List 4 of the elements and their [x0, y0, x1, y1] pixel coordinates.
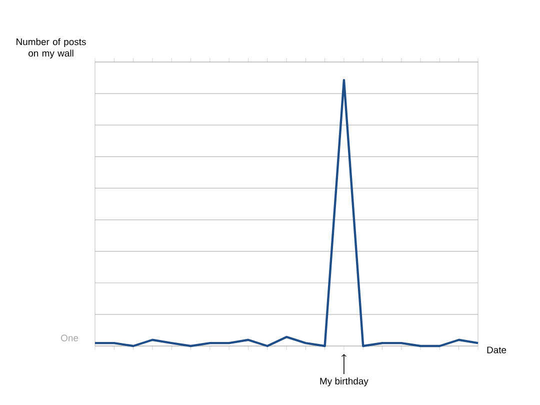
- y-axis-title: Number of posts on my wall: [16, 38, 86, 58]
- text: One: [61, 334, 78, 342]
- x-axis-title: Date: [487, 346, 506, 354]
- text: My birthday: [320, 378, 368, 386]
